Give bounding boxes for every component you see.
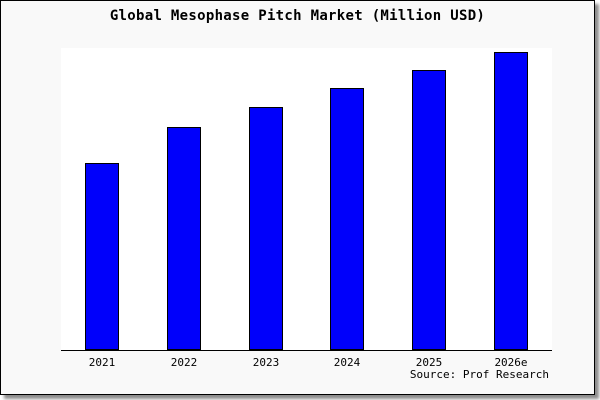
- chart-frame: Global Mesophase Pitch Market (Million U…: [0, 0, 595, 395]
- x-tick-label-2023: 2023: [252, 356, 280, 369]
- plot-area: 2021 2022 2023 2024 2025 2026e: [61, 48, 552, 369]
- bar-2022: [167, 127, 201, 350]
- x-tick-label-2026e: 2026e: [494, 356, 528, 369]
- bar-2021: [85, 163, 119, 350]
- bar-2026e: [494, 52, 528, 350]
- source-credit: Source: Prof Research: [409, 368, 549, 381]
- x-tick-label-2022: 2022: [170, 356, 198, 369]
- bar-2023: [249, 107, 283, 350]
- bar-2024: [330, 88, 364, 350]
- x-tick-label-2024: 2024: [333, 356, 361, 369]
- chart-title: Global Mesophase Pitch Market (Million U…: [109, 8, 486, 24]
- x-tick-label-2021: 2021: [88, 356, 116, 369]
- x-tick-label-2025: 2025: [415, 356, 443, 369]
- bar-2025: [412, 70, 446, 350]
